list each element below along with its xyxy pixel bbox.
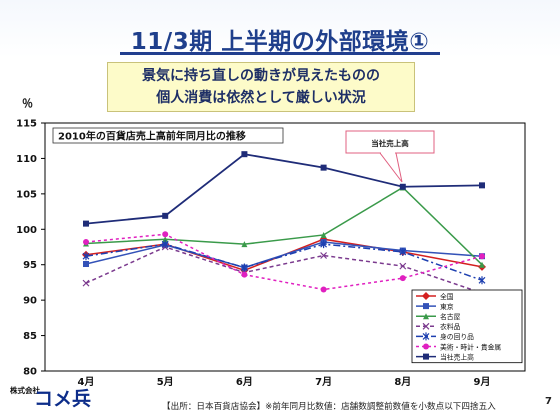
y-tick-label: 105	[16, 189, 37, 200]
data-point	[162, 236, 169, 243]
x-tick-label: 8月	[394, 376, 411, 388]
data-point	[320, 164, 327, 171]
data-point	[399, 275, 406, 282]
data-point	[478, 276, 486, 285]
y-tick-label: 95	[23, 260, 37, 271]
data-point	[320, 286, 327, 293]
title-underline	[120, 52, 440, 55]
data-point	[83, 261, 89, 268]
legend-box	[411, 289, 523, 364]
y-tick-label: 115	[16, 119, 37, 130]
legend-marker	[423, 303, 429, 310]
legend-marker	[422, 292, 430, 300]
series-line-3	[85, 186, 483, 266]
data-point	[83, 239, 89, 246]
y-tick-label: 100	[16, 225, 37, 236]
data-point	[241, 271, 248, 278]
data-point	[82, 279, 90, 287]
subtitle-line-1: 景気に持ち直しの動きが見えたものの	[142, 68, 380, 84]
data-point	[240, 263, 248, 272]
data-point	[399, 262, 407, 270]
legend-label: 身の回り品	[440, 332, 474, 341]
series-line-5	[85, 243, 483, 282]
source-note: 【出所：日本百貨店協会】※前年同月比数値：店舗数調整前数値を小数点以下四捨五入	[162, 402, 496, 412]
legend-label: 名古屋	[440, 312, 461, 321]
legend-marker	[423, 353, 429, 360]
x-tick-label: 5月	[157, 376, 174, 388]
data-point	[162, 231, 169, 238]
legend-marker	[422, 332, 430, 341]
data-point	[479, 253, 485, 260]
x-tick-label: 6月	[236, 376, 253, 388]
data-point	[320, 252, 328, 259]
legend-label: 当社売上高	[440, 352, 474, 361]
data-point	[82, 252, 90, 261]
data-point	[241, 241, 248, 248]
data-point	[399, 247, 407, 256]
data-point	[320, 240, 328, 249]
data-point	[241, 151, 248, 158]
series-line-6	[85, 233, 483, 291]
plot-area	[44, 122, 526, 372]
data-point	[83, 220, 89, 227]
annotation-text: 当社売上高	[371, 138, 409, 148]
x-tick-label: 9月	[474, 376, 491, 388]
legend-marker	[423, 313, 429, 320]
y-tick-label: 85	[23, 331, 37, 342]
legend-marker	[422, 322, 430, 330]
subtitle-box: 景気に持ち直しの動きが見えたものの 個人消費は依然として厳しい状況	[107, 62, 415, 112]
data-point	[161, 240, 169, 249]
chart-title-box	[52, 127, 284, 144]
x-tick-label: 7月	[315, 376, 332, 388]
header-band	[0, 0, 560, 58]
series-line-4	[85, 246, 483, 294]
page-number: 7	[545, 396, 552, 407]
chart-title: 2010年の百貨店売上高前年同月比の推移	[58, 130, 246, 143]
data-point	[479, 182, 485, 189]
legend-label: 衣料品	[440, 322, 461, 331]
subtitle-line-2: 個人消費は依然として厳しい状況	[156, 90, 366, 106]
data-point	[162, 212, 169, 219]
logo-small-text: 株式会社	[10, 385, 40, 395]
data-point	[479, 261, 485, 268]
legend-label: 東京	[440, 302, 454, 311]
y-tick-label: 110	[16, 154, 37, 165]
legend-label: 全国	[440, 292, 454, 301]
data-point	[399, 183, 406, 190]
company-logo: 株式会社 コメ兵	[8, 381, 103, 415]
series-line-7	[85, 153, 483, 225]
logo-main-text: コメ兵	[34, 388, 91, 410]
x-tick-label: 4月	[78, 376, 95, 388]
series-line-2	[85, 241, 483, 269]
y-tick-label: 80	[23, 367, 37, 378]
legend-label: 美術・時計・貴金属	[440, 342, 501, 351]
data-point	[320, 231, 327, 238]
y-axis-unit: ％	[22, 97, 33, 110]
page-title: 11/3期 上半期の外部環境①	[130, 29, 430, 55]
legend-marker	[423, 343, 429, 350]
y-tick-label: 90	[23, 296, 37, 307]
